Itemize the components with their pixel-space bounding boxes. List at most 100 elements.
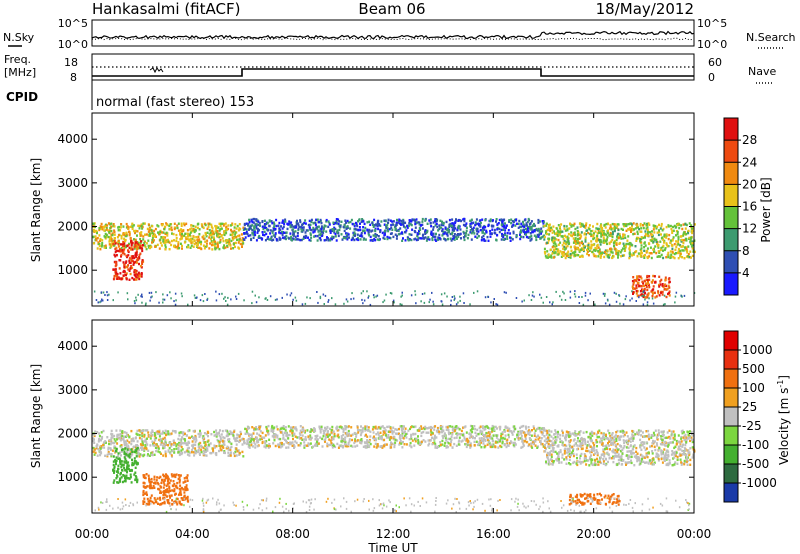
data-cell [181, 497, 184, 500]
data-cell [197, 246, 200, 249]
data-cell [205, 235, 208, 238]
data-cell [319, 295, 322, 298]
data-cell [121, 450, 123, 453]
data-cell [499, 439, 501, 442]
data-cell [507, 229, 510, 232]
data-cell [184, 486, 187, 489]
data-cell [384, 229, 386, 232]
data-cell [296, 222, 298, 225]
data-cell [110, 233, 113, 236]
data-cell [164, 241, 167, 244]
data-cell [233, 454, 236, 458]
data-cell [622, 242, 625, 245]
data-cell [444, 227, 447, 230]
data-cell [432, 226, 435, 229]
data-cell [145, 233, 148, 236]
data-cell [642, 282, 645, 285]
data-cell [552, 301, 554, 304]
data-cell [427, 236, 430, 239]
data-cell [553, 239, 556, 243]
data-cell [255, 301, 258, 304]
data-cell [224, 429, 227, 432]
data-cell [533, 234, 536, 237]
data-cell [222, 239, 225, 243]
data-cell [475, 228, 478, 231]
data-cell [101, 437, 103, 440]
data-cell [127, 226, 130, 229]
data-cell [480, 437, 483, 440]
data-cell [643, 246, 646, 249]
data-cell [401, 430, 404, 433]
data-cell [128, 441, 131, 444]
data-cell [158, 247, 161, 250]
data-cell [529, 239, 532, 242]
data-cell [138, 254, 141, 257]
data-cell [253, 429, 255, 432]
data-cell [354, 234, 356, 237]
data-cell [342, 430, 345, 433]
data-cell [372, 436, 375, 440]
data-cell [362, 426, 365, 430]
data-cell [181, 234, 184, 238]
data-cell [164, 452, 167, 456]
data-cell [603, 294, 606, 297]
data-cell [640, 277, 643, 280]
data-cell [193, 454, 196, 457]
data-cell [321, 445, 324, 448]
data-cell [407, 224, 410, 228]
data-cell [590, 245, 593, 248]
data-cell [278, 231, 281, 234]
data-cell [475, 440, 478, 443]
data-cell [130, 454, 133, 457]
data-cell [116, 236, 119, 239]
data-cell [319, 297, 322, 300]
data-cell [524, 435, 527, 438]
data-cell [278, 221, 281, 225]
data-cell [592, 235, 595, 238]
data-cell [559, 230, 562, 233]
data-cell [272, 442, 275, 445]
data-cell [127, 444, 130, 447]
data-cell [141, 432, 144, 435]
data-cell [642, 293, 645, 297]
data-cell [271, 435, 274, 438]
data-cell [106, 294, 109, 297]
data-cell [136, 479, 139, 483]
data-cell [123, 263, 126, 266]
data-cell [446, 234, 449, 237]
data-cell [215, 429, 218, 432]
data-cell [177, 241, 180, 244]
data-cell [251, 290, 254, 293]
data-cell [102, 299, 104, 302]
data-cell [374, 437, 377, 440]
data-cell [383, 219, 386, 222]
data-cell [346, 219, 349, 223]
data-cell [101, 239, 104, 242]
data-cell [122, 243, 124, 246]
data-cell [92, 228, 95, 232]
data-cell [96, 454, 99, 457]
data-cell [591, 229, 594, 233]
data-cell [206, 449, 209, 452]
data-cell [628, 247, 631, 250]
data-cell [452, 235, 455, 238]
data-cell [141, 446, 144, 449]
data-cell [496, 234, 499, 237]
data-cell [648, 223, 651, 226]
data-cell [222, 442, 225, 445]
data-cell [216, 432, 219, 435]
data-cell [257, 220, 260, 223]
data-cell [183, 495, 186, 499]
data-cell [204, 245, 207, 248]
data-cell [208, 228, 211, 232]
data-cell [392, 220, 395, 223]
data-cell [484, 225, 487, 229]
data-cell [685, 239, 688, 242]
data-cell [520, 225, 523, 229]
data-cell [157, 447, 160, 450]
data-cell [119, 259, 122, 262]
freq-trace [92, 68, 694, 77]
data-cell [438, 233, 441, 237]
data-cell [486, 436, 489, 440]
data-cell [263, 234, 266, 237]
